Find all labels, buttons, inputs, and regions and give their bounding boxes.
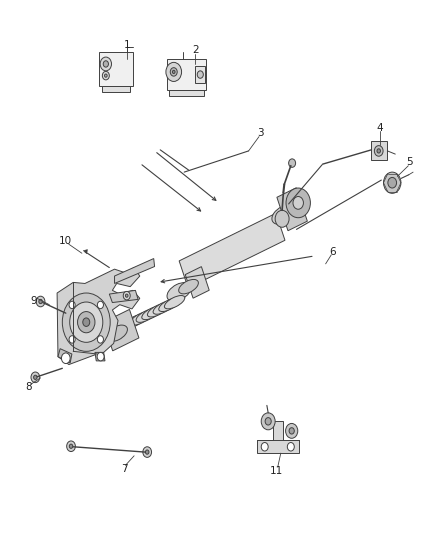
Text: 8: 8	[25, 382, 32, 392]
Polygon shape	[170, 91, 204, 96]
Circle shape	[145, 450, 149, 454]
Circle shape	[78, 312, 95, 333]
Circle shape	[102, 71, 110, 80]
Ellipse shape	[136, 309, 156, 322]
Circle shape	[31, 372, 40, 383]
Circle shape	[97, 336, 103, 343]
Text: 9: 9	[31, 296, 37, 306]
Polygon shape	[57, 268, 140, 365]
Polygon shape	[115, 259, 155, 284]
Circle shape	[286, 423, 298, 438]
Circle shape	[69, 301, 75, 309]
Ellipse shape	[167, 282, 191, 301]
Circle shape	[170, 68, 177, 76]
Polygon shape	[110, 290, 138, 303]
Text: 1: 1	[124, 40, 130, 50]
Polygon shape	[277, 188, 307, 231]
Circle shape	[62, 293, 110, 351]
Circle shape	[377, 149, 381, 153]
Circle shape	[166, 62, 182, 82]
Circle shape	[125, 294, 128, 297]
Polygon shape	[83, 249, 88, 254]
Circle shape	[287, 442, 294, 451]
Ellipse shape	[106, 325, 127, 342]
Circle shape	[69, 444, 73, 448]
Polygon shape	[371, 141, 388, 160]
Circle shape	[261, 413, 275, 430]
Circle shape	[173, 70, 175, 74]
Text: 11: 11	[270, 466, 283, 475]
Circle shape	[105, 74, 107, 77]
Text: 5: 5	[406, 157, 413, 166]
Circle shape	[123, 292, 130, 300]
Ellipse shape	[179, 279, 198, 294]
Ellipse shape	[159, 298, 179, 312]
Ellipse shape	[125, 314, 145, 328]
Polygon shape	[58, 349, 72, 363]
Circle shape	[197, 71, 203, 78]
Polygon shape	[257, 421, 299, 453]
Polygon shape	[99, 52, 133, 86]
Polygon shape	[102, 86, 130, 92]
Polygon shape	[185, 266, 209, 298]
Circle shape	[36, 296, 45, 307]
Ellipse shape	[153, 301, 173, 314]
Text: 6: 6	[330, 247, 336, 257]
Circle shape	[61, 353, 70, 364]
Polygon shape	[195, 66, 205, 83]
Text: 3: 3	[257, 128, 264, 138]
Circle shape	[70, 302, 103, 342]
Circle shape	[143, 447, 152, 457]
Circle shape	[67, 441, 75, 451]
Circle shape	[293, 197, 304, 209]
Polygon shape	[167, 59, 206, 91]
Text: 2: 2	[192, 45, 198, 55]
Text: 7: 7	[121, 464, 127, 474]
Circle shape	[388, 177, 396, 188]
Text: 4: 4	[377, 123, 383, 133]
Ellipse shape	[164, 295, 185, 309]
Ellipse shape	[272, 205, 297, 224]
Polygon shape	[103, 310, 139, 351]
Circle shape	[289, 427, 294, 434]
Circle shape	[100, 57, 112, 71]
Ellipse shape	[142, 306, 162, 320]
Circle shape	[374, 146, 383, 156]
Polygon shape	[179, 213, 285, 288]
Ellipse shape	[131, 312, 151, 325]
Circle shape	[265, 418, 271, 425]
Circle shape	[261, 442, 268, 451]
Text: 10: 10	[59, 236, 72, 246]
Circle shape	[103, 61, 109, 67]
Circle shape	[83, 318, 90, 326]
Circle shape	[34, 375, 37, 379]
Circle shape	[97, 301, 103, 309]
Circle shape	[275, 211, 289, 227]
Polygon shape	[95, 352, 105, 361]
Circle shape	[384, 172, 401, 193]
Circle shape	[39, 300, 42, 304]
Ellipse shape	[148, 304, 168, 317]
Circle shape	[289, 159, 296, 167]
Circle shape	[69, 336, 75, 343]
Circle shape	[97, 352, 104, 361]
Circle shape	[286, 188, 311, 217]
